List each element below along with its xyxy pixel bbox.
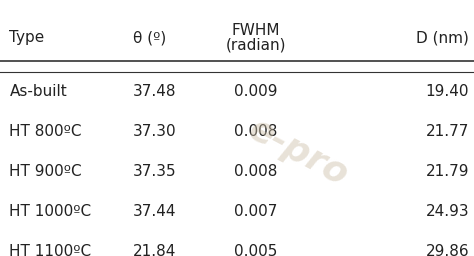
Text: 0.008: 0.008 [234,164,278,179]
Text: 24.93: 24.93 [426,204,469,219]
Text: HT 1000ºC: HT 1000ºC [9,204,91,219]
Text: 37.44: 37.44 [133,204,176,219]
Text: 0.009: 0.009 [234,84,278,99]
Text: 0.007: 0.007 [234,204,278,219]
Text: 37.30: 37.30 [133,124,176,139]
Text: HT 1100ºC: HT 1100ºC [9,244,91,256]
Text: 0.008: 0.008 [234,124,278,139]
Text: 29.86: 29.86 [426,244,469,256]
Text: (radian): (radian) [226,38,286,52]
Text: FWHM: FWHM [232,23,280,38]
Text: 0.005: 0.005 [234,244,278,256]
Text: 37.35: 37.35 [133,164,176,179]
Text: 37.48: 37.48 [133,84,176,99]
Text: 21.84: 21.84 [133,244,176,256]
Text: 21.77: 21.77 [426,124,469,139]
Text: As-built: As-built [9,84,67,99]
Text: 19.40: 19.40 [426,84,469,99]
Text: θ (º): θ (º) [133,30,166,46]
Text: HT 800ºC: HT 800ºC [9,124,82,139]
Text: Type: Type [9,30,45,46]
Text: D (nm): D (nm) [416,30,469,46]
Text: e-pro: e-pro [243,111,355,192]
Text: HT 900ºC: HT 900ºC [9,164,82,179]
Text: 21.79: 21.79 [426,164,469,179]
